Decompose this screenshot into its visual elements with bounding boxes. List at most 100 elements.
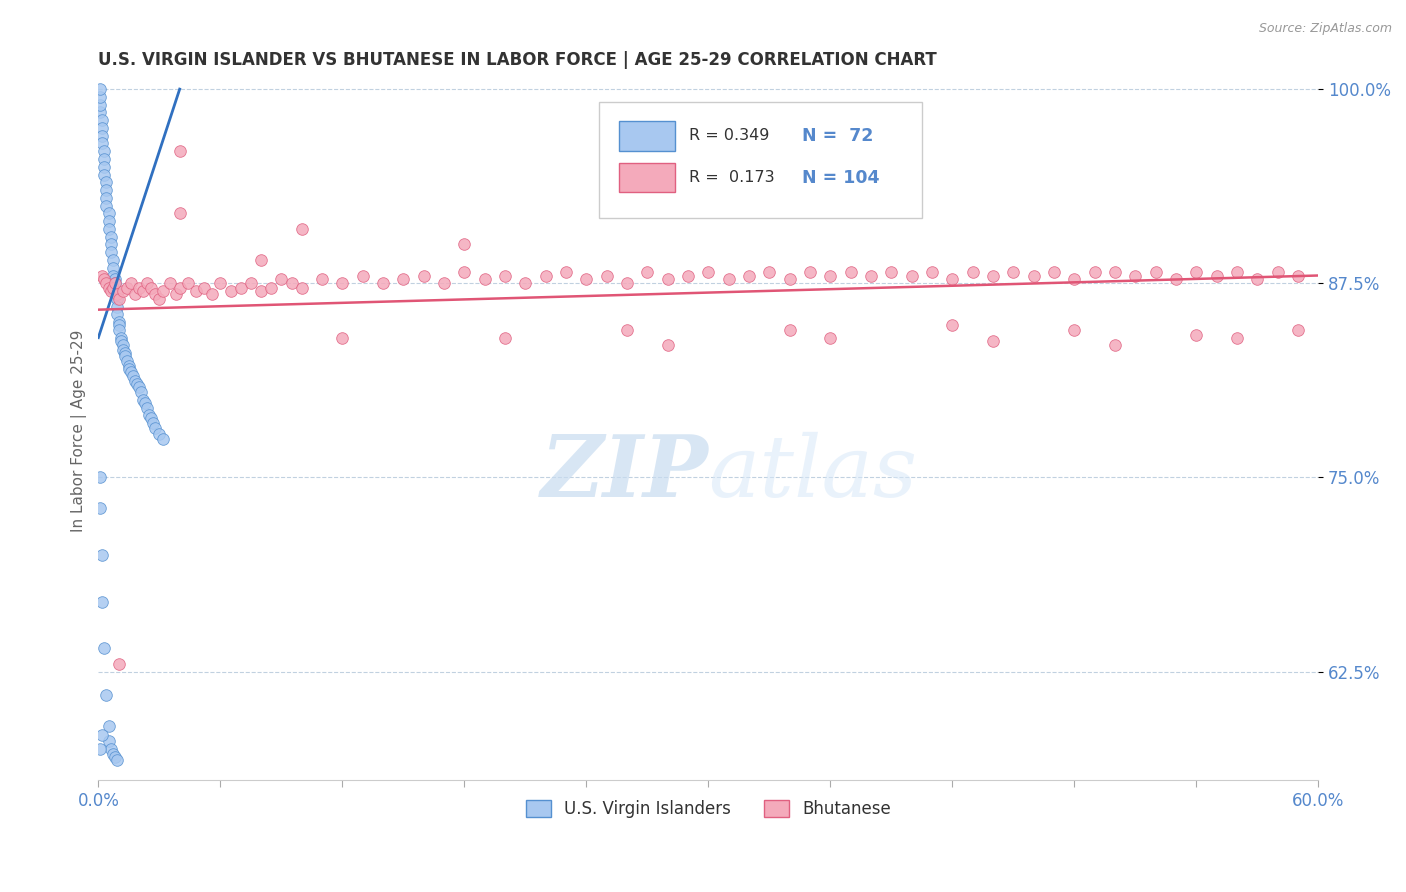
Text: atlas: atlas bbox=[709, 432, 918, 514]
Point bbox=[91, 548, 114, 562]
Point bbox=[89, 742, 111, 756]
Point bbox=[880, 265, 903, 279]
Point bbox=[104, 750, 127, 764]
Point bbox=[433, 277, 456, 291]
Point bbox=[1164, 271, 1187, 285]
Text: U.S. VIRGIN ISLANDER VS BHUTANESE IN LABOR FORCE | AGE 25-29 CORRELATION CHART: U.S. VIRGIN ISLANDER VS BHUTANESE IN LAB… bbox=[98, 51, 938, 69]
Point bbox=[100, 742, 122, 756]
Point bbox=[981, 334, 1004, 348]
Point bbox=[91, 728, 114, 742]
Point bbox=[134, 396, 156, 410]
Point bbox=[229, 281, 252, 295]
Point bbox=[97, 719, 120, 733]
Point bbox=[636, 265, 658, 279]
Point bbox=[91, 113, 114, 128]
Point bbox=[89, 501, 111, 516]
Point bbox=[105, 292, 128, 306]
Point bbox=[1043, 265, 1066, 279]
Point bbox=[105, 300, 128, 314]
Point bbox=[120, 365, 142, 379]
Point bbox=[101, 260, 124, 275]
Point bbox=[209, 277, 232, 291]
Point bbox=[122, 369, 145, 384]
Point bbox=[91, 120, 114, 135]
Point bbox=[219, 284, 242, 298]
Point bbox=[1205, 268, 1227, 283]
Point bbox=[101, 747, 124, 761]
Point bbox=[114, 346, 136, 360]
Text: N =  72: N = 72 bbox=[803, 127, 873, 145]
Point bbox=[107, 292, 129, 306]
Point bbox=[152, 284, 174, 298]
Point bbox=[100, 237, 122, 252]
Point bbox=[104, 277, 127, 291]
Point bbox=[201, 287, 224, 301]
Point bbox=[820, 268, 842, 283]
Point bbox=[616, 277, 638, 291]
Point bbox=[148, 426, 170, 441]
Text: Source: ZipAtlas.com: Source: ZipAtlas.com bbox=[1258, 22, 1392, 36]
Point bbox=[291, 222, 314, 236]
Point bbox=[93, 641, 115, 656]
Point bbox=[105, 287, 128, 301]
Point bbox=[941, 318, 963, 333]
Point bbox=[1246, 271, 1268, 285]
Point bbox=[101, 268, 124, 283]
Legend: U.S. Virgin Islanders, Bhutanese: U.S. Virgin Islanders, Bhutanese bbox=[519, 793, 898, 824]
Point bbox=[143, 287, 166, 301]
Point bbox=[89, 82, 111, 96]
Point bbox=[1104, 338, 1126, 352]
Point bbox=[129, 384, 152, 399]
Point bbox=[105, 753, 128, 767]
Point bbox=[193, 281, 215, 295]
Point bbox=[89, 97, 111, 112]
Point bbox=[89, 90, 111, 104]
Point bbox=[91, 268, 114, 283]
Point bbox=[534, 268, 557, 283]
Point bbox=[260, 281, 283, 295]
Point bbox=[97, 214, 120, 228]
Point bbox=[118, 361, 141, 376]
Point bbox=[1084, 265, 1107, 279]
Point bbox=[132, 284, 155, 298]
Point bbox=[128, 281, 150, 295]
Point bbox=[1104, 265, 1126, 279]
Point bbox=[107, 657, 129, 671]
Point bbox=[96, 688, 118, 702]
Point bbox=[1185, 327, 1208, 342]
Point bbox=[1022, 268, 1045, 283]
Point bbox=[124, 374, 146, 388]
Point bbox=[799, 265, 821, 279]
Point bbox=[143, 421, 166, 435]
Point bbox=[97, 206, 120, 220]
Point bbox=[165, 287, 187, 301]
Point bbox=[141, 411, 163, 425]
Point bbox=[169, 145, 191, 159]
Point bbox=[96, 277, 118, 291]
Point bbox=[177, 277, 200, 291]
Point bbox=[107, 318, 129, 333]
Point bbox=[921, 265, 943, 279]
Point bbox=[93, 168, 115, 182]
Point bbox=[758, 265, 780, 279]
Y-axis label: In Labor Force | Age 25-29: In Labor Force | Age 25-29 bbox=[72, 330, 87, 532]
Point bbox=[676, 268, 699, 283]
Point bbox=[616, 323, 638, 337]
Point bbox=[981, 268, 1004, 283]
Text: R = 0.349: R = 0.349 bbox=[689, 128, 769, 144]
Point bbox=[1063, 323, 1085, 337]
Point bbox=[717, 271, 740, 285]
Point bbox=[107, 323, 129, 337]
Point bbox=[859, 268, 882, 283]
Point bbox=[412, 268, 434, 283]
Point bbox=[142, 416, 165, 430]
Point bbox=[941, 271, 963, 285]
Point bbox=[392, 271, 415, 285]
Point bbox=[169, 281, 191, 295]
Point bbox=[125, 377, 148, 392]
Point bbox=[120, 277, 142, 291]
Point bbox=[152, 432, 174, 446]
Point bbox=[494, 331, 516, 345]
Point bbox=[1286, 323, 1309, 337]
Point bbox=[1226, 265, 1249, 279]
